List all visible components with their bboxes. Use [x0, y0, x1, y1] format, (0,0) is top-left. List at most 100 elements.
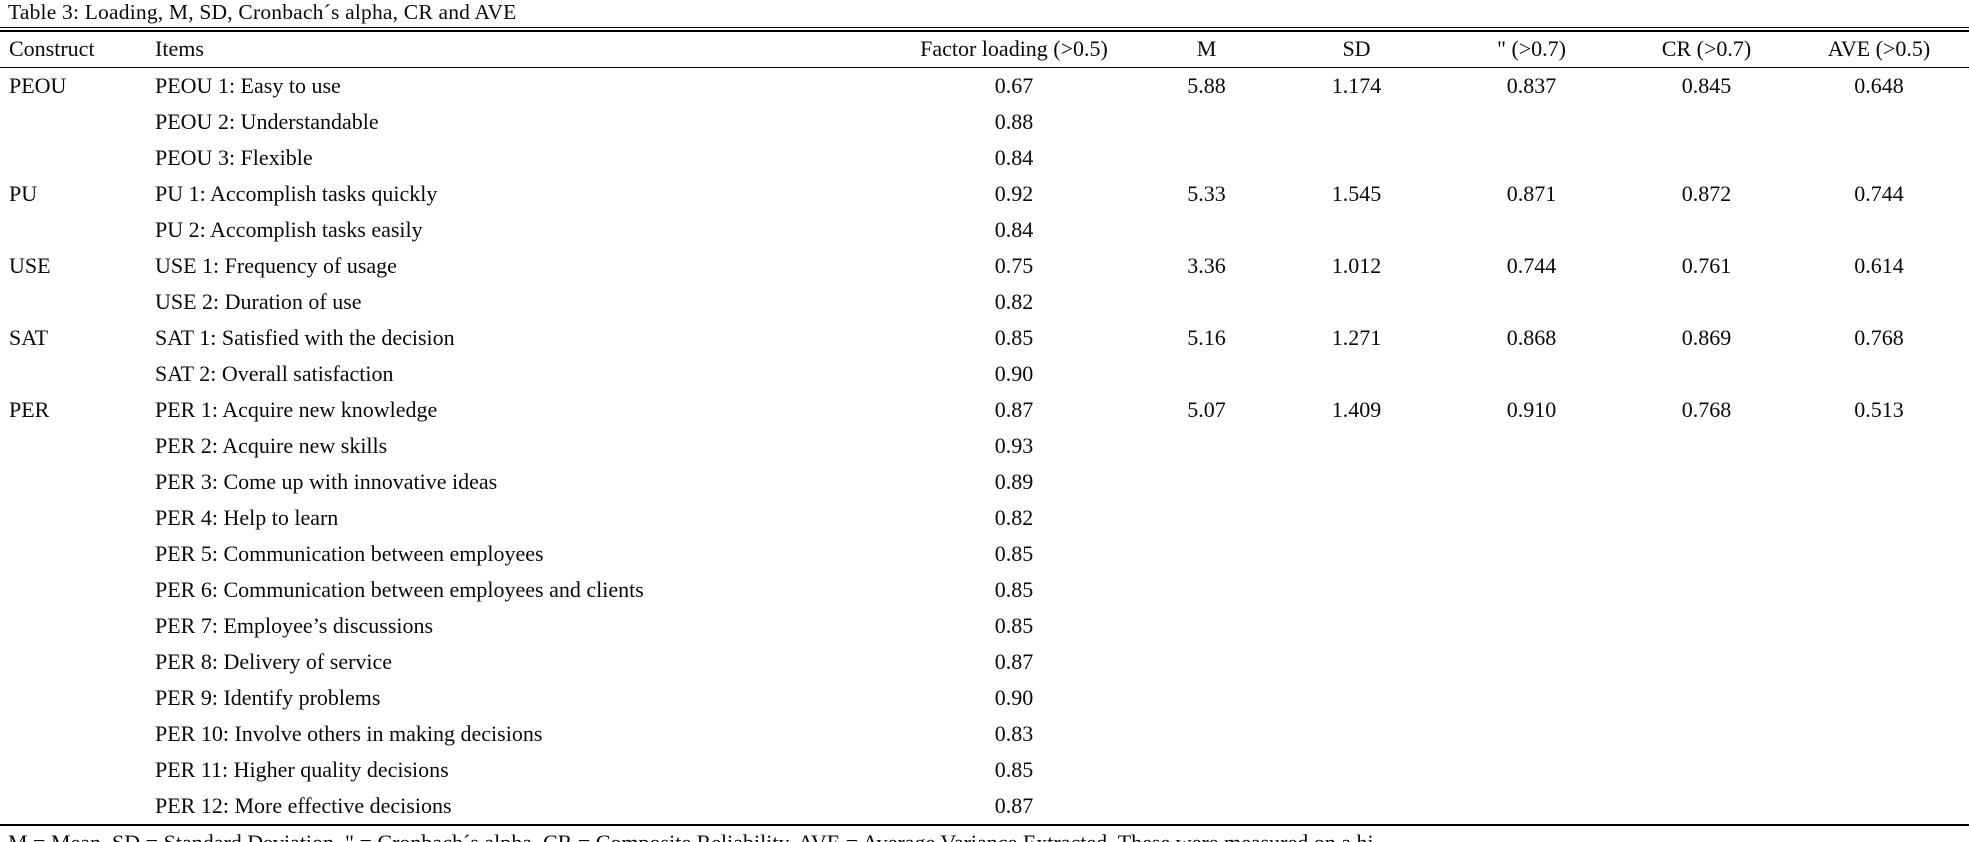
cell-construct: [0, 716, 155, 752]
table-row: PEOU 3: Flexible 0.84: [0, 140, 1969, 176]
cell-loading: 0.93: [994, 433, 1034, 458]
table-row: PER 7: Employee’s discussions 0.85: [0, 608, 1969, 644]
cell-ave: 0.768: [1854, 325, 1904, 350]
cell-cr: [1624, 752, 1789, 788]
cell-loading: 0.83: [994, 721, 1034, 746]
cell-item: PEOU 3: Flexible: [155, 145, 313, 170]
cell-loading: 0.87: [994, 397, 1034, 422]
cell-m: [1139, 284, 1274, 320]
cell-ave: [1789, 680, 1969, 716]
cell-alpha: [1439, 356, 1624, 392]
cell-loading: 0.67: [994, 73, 1034, 98]
table-row: SAT SAT 1: Satisfied with the decision 0.8…: [0, 320, 1969, 356]
cell-construct: [0, 212, 155, 248]
cell-cr: [1624, 788, 1789, 825]
cell-m: 5.88: [1187, 73, 1226, 98]
cell-construct: PEOU: [9, 73, 67, 98]
cell-alpha: [1439, 644, 1624, 680]
cell-alpha: [1439, 752, 1624, 788]
col-header-ave: AVE (>0.5): [1789, 31, 1969, 68]
stats-table: Construct Items Factor loading (>0.5) M …: [0, 30, 1969, 826]
cell-item: SAT 1: Satisfied with the decision: [155, 325, 455, 350]
cell-construct: [0, 500, 155, 536]
cell-construct: [0, 644, 155, 680]
cell-cr: [1624, 716, 1789, 752]
cell-cr: [1624, 140, 1789, 176]
cell-cr: 0.845: [1681, 73, 1732, 98]
table-row: PU PU 1: Accomplish tasks quickly 0.92 5.33…: [0, 176, 1969, 212]
cell-ave: [1789, 644, 1969, 680]
cell-loading: 0.82: [994, 505, 1034, 530]
cell-ave: [1789, 356, 1969, 392]
cell-item: PER 10: Involve others in making decisio…: [155, 721, 543, 746]
cell-ave: 0.648: [1854, 73, 1904, 98]
cell-sd: [1274, 464, 1439, 500]
cell-loading: 0.88: [994, 109, 1034, 134]
col-header-items: Items: [155, 31, 889, 68]
cell-loading: 0.85: [994, 577, 1034, 602]
cell-construct: SAT: [9, 325, 49, 350]
cell-alpha: [1439, 428, 1624, 464]
cell-item: USE 1: Frequency of usage: [155, 253, 397, 278]
cell-m: 5.33: [1187, 181, 1226, 206]
cell-cr: 0.768: [1681, 397, 1732, 422]
cell-construct: [0, 356, 155, 392]
cell-construct: [0, 284, 155, 320]
cell-ave: 0.744: [1854, 181, 1904, 206]
cell-ave: [1789, 464, 1969, 500]
cell-cr: [1624, 536, 1789, 572]
col-header-construct: Construct: [0, 31, 155, 68]
cell-m: [1139, 212, 1274, 248]
table-body: PEOU PEOU 1: Easy to use 0.67 5.88 1.174 0.83…: [0, 68, 1969, 826]
table-row: PER 9: Identify problems 0.90: [0, 680, 1969, 716]
table-row: USE 2: Duration of use 0.82: [0, 284, 1969, 320]
cell-alpha: 0.744: [1506, 253, 1557, 278]
cell-ave: [1789, 716, 1969, 752]
cell-sd: [1274, 500, 1439, 536]
cell-ave: [1789, 212, 1969, 248]
cell-ave: [1789, 104, 1969, 140]
cell-ave: [1789, 608, 1969, 644]
cell-sd: 1.012: [1331, 253, 1382, 278]
header-row: Construct Items Factor loading (>0.5) M …: [0, 31, 1969, 68]
cell-sd: [1274, 680, 1439, 716]
cell-m: [1139, 356, 1274, 392]
cell-m: [1139, 608, 1274, 644]
cell-construct: PER: [9, 397, 50, 422]
col-header-alpha: " (>0.7): [1439, 31, 1624, 68]
table-row: PER 2: Acquire new skills 0.93: [0, 428, 1969, 464]
cell-item: PU 1: Accomplish tasks quickly: [155, 181, 438, 206]
cell-cr: 0.761: [1681, 253, 1732, 278]
cell-loading: 0.87: [994, 793, 1034, 818]
cell-ave: [1789, 572, 1969, 608]
cell-cr: [1624, 356, 1789, 392]
cell-item: PER 5: Communication between employees: [155, 541, 544, 566]
cell-ave: [1789, 788, 1969, 825]
table-row: PEOU PEOU 1: Easy to use 0.67 5.88 1.174 0.83…: [0, 68, 1969, 105]
table-row: PER 12: More effective decisions 0.87: [0, 788, 1969, 825]
cell-cr: 0.869: [1681, 325, 1732, 350]
cell-item: PER 9: Identify problems: [155, 685, 381, 710]
col-header-mean: M: [1139, 31, 1274, 68]
table-row: PER 8: Delivery of service 0.87: [0, 644, 1969, 680]
cell-cr: [1624, 572, 1789, 608]
cell-alpha: 0.837: [1506, 73, 1557, 98]
table-row: SAT 2: Overall satisfaction 0.90: [0, 356, 1969, 392]
cell-alpha: [1439, 572, 1624, 608]
cell-alpha: [1439, 212, 1624, 248]
col-header-loading: Factor loading (>0.5): [889, 31, 1139, 68]
cell-ave: [1789, 284, 1969, 320]
cell-sd: [1274, 536, 1439, 572]
cell-construct: [0, 428, 155, 464]
table-row: PER 3: Come up with innovative ideas 0.89: [0, 464, 1969, 500]
cell-ave: [1789, 500, 1969, 536]
cell-sd: [1274, 608, 1439, 644]
cell-item: USE 2: Duration of use: [155, 289, 362, 314]
cell-alpha: [1439, 500, 1624, 536]
cell-alpha: [1439, 284, 1624, 320]
cell-cr: [1624, 428, 1789, 464]
table-row: PU 2: Accomplish tasks easily 0.84: [0, 212, 1969, 248]
cell-sd: [1274, 716, 1439, 752]
col-header-sd: SD: [1274, 31, 1439, 68]
